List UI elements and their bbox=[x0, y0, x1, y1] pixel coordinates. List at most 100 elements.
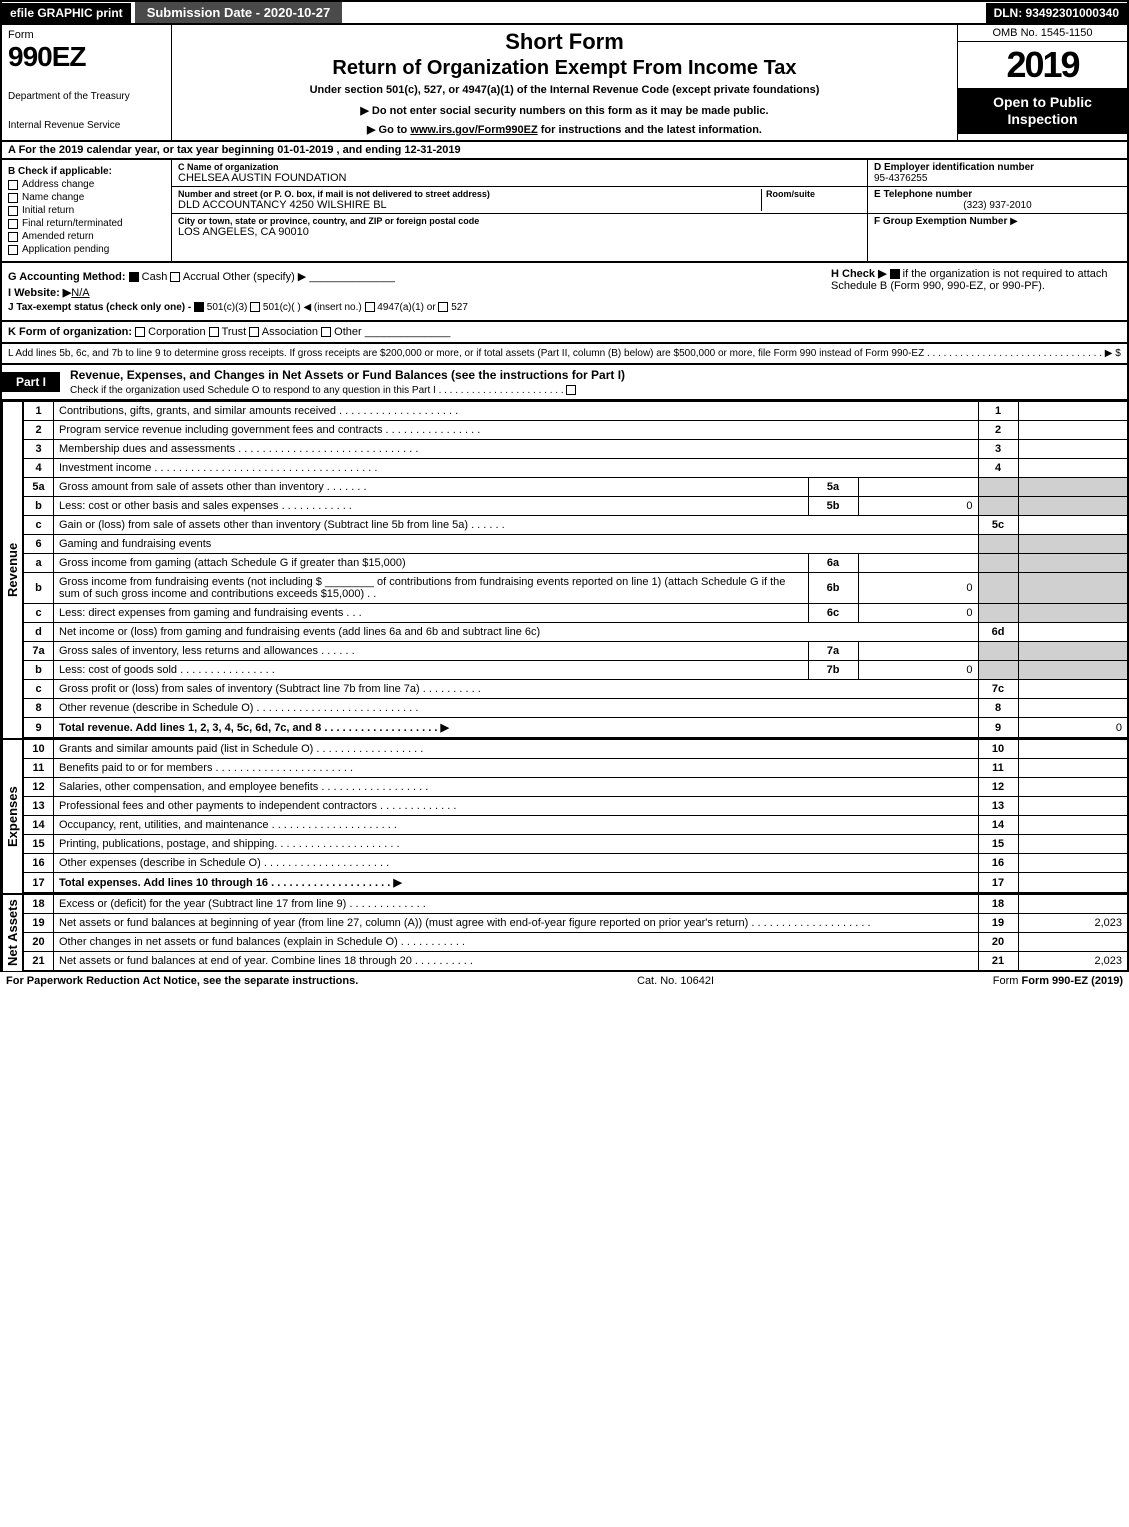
org-name: CHELSEA AUSTIN FOUNDATION bbox=[178, 172, 861, 184]
checkbox-icon[interactable] bbox=[8, 180, 18, 190]
checkbox-schedule-o[interactable] bbox=[566, 385, 576, 395]
line-amt: 2,023 bbox=[1018, 952, 1128, 972]
dln-label: DLN: 93492301000340 bbox=[986, 3, 1127, 23]
line-shade bbox=[978, 535, 1018, 554]
line-num: 12 bbox=[24, 778, 54, 797]
line-num: 8 bbox=[24, 699, 54, 718]
city-val: LOS ANGELES, CA 90010 bbox=[178, 226, 861, 238]
line-num: 1 bbox=[24, 402, 54, 421]
netassets-side-label: Net Assets bbox=[2, 894, 23, 972]
checkbox-501c3[interactable] bbox=[194, 302, 204, 312]
checkbox-trust[interactable] bbox=[209, 327, 219, 337]
checkbox-icon[interactable] bbox=[8, 206, 18, 216]
check-initial[interactable]: Initial return bbox=[8, 205, 165, 216]
checkbox-other[interactable] bbox=[321, 327, 331, 337]
b-label-text: B Check if applicable: bbox=[8, 166, 112, 177]
checkbox-h[interactable] bbox=[890, 269, 900, 279]
line-subcol: 6a bbox=[808, 554, 858, 573]
line-box: 10 bbox=[978, 740, 1018, 759]
line-subamt: 0 bbox=[858, 661, 978, 680]
line-shade bbox=[1018, 661, 1128, 680]
efile-label: efile GRAPHIC print bbox=[2, 3, 131, 23]
h-block: H Check ▶ if the organization is not req… bbox=[821, 267, 1121, 316]
line-amt bbox=[1018, 623, 1128, 642]
form-word: Form bbox=[8, 29, 165, 41]
line-desc: Total revenue. Add lines 1, 2, 3, 4, 5c,… bbox=[54, 718, 979, 739]
line-num: 19 bbox=[24, 914, 54, 933]
line-desc: Salaries, other compensation, and employ… bbox=[54, 778, 979, 797]
checkbox-icon[interactable] bbox=[8, 232, 18, 242]
line-14: 14Occupancy, rent, utilities, and mainte… bbox=[24, 816, 1129, 835]
line-box: 16 bbox=[978, 854, 1018, 873]
line-num: 2 bbox=[24, 421, 54, 440]
line-5c: cGain or (loss) from sale of assets othe… bbox=[24, 516, 1129, 535]
footer-left: For Paperwork Reduction Act Notice, see … bbox=[6, 975, 358, 987]
line-17: 17Total expenses. Add lines 10 through 1… bbox=[24, 873, 1129, 894]
line-amt bbox=[1018, 459, 1128, 478]
ssn-notice: ▶ Do not enter social security numbers o… bbox=[180, 104, 949, 117]
header-center: Short Form Return of Organization Exempt… bbox=[172, 25, 957, 140]
submission-date: Submission Date - 2020-10-27 bbox=[135, 2, 343, 23]
line-desc: Gross profit or (loss) from sales of inv… bbox=[54, 680, 979, 699]
line-shade bbox=[1018, 642, 1128, 661]
e-label: E Telephone number bbox=[874, 189, 972, 200]
line-desc: Net assets or fund balances at end of ye… bbox=[54, 952, 979, 972]
ein-val: 95-4376255 bbox=[874, 173, 927, 184]
line-2: 2Program service revenue including gover… bbox=[24, 421, 1129, 440]
i-label: I Website: ▶ bbox=[8, 287, 71, 299]
line-desc: Gross income from fundraising events (no… bbox=[54, 573, 809, 604]
check-final[interactable]: Final return/terminated bbox=[8, 218, 165, 229]
check-pending[interactable]: Application pending bbox=[8, 244, 165, 255]
line-desc: Net assets or fund balances at beginning… bbox=[54, 914, 979, 933]
checkbox-501c[interactable] bbox=[250, 302, 260, 312]
k-other: Other bbox=[334, 326, 362, 338]
checkbox-527[interactable] bbox=[438, 302, 448, 312]
line-6d: dNet income or (loss) from gaming and fu… bbox=[24, 623, 1129, 642]
line-subamt: 0 bbox=[858, 573, 978, 604]
line-8: 8Other revenue (describe in Schedule O) … bbox=[24, 699, 1129, 718]
line-num: a bbox=[24, 554, 54, 573]
line-amt bbox=[1018, 778, 1128, 797]
b-center: C Name of organization CHELSEA AUSTIN FO… bbox=[172, 160, 867, 261]
line-desc: Other revenue (describe in Schedule O) .… bbox=[54, 699, 979, 718]
goto-url[interactable]: www.irs.gov/Form990EZ bbox=[410, 124, 537, 136]
checkbox-icon[interactable] bbox=[8, 245, 18, 255]
j-line: J Tax-exempt status (check only one) - 5… bbox=[8, 302, 821, 313]
check-name[interactable]: Name change bbox=[8, 192, 165, 203]
line-amt bbox=[1018, 440, 1128, 459]
tax-year: 2019 bbox=[958, 42, 1127, 88]
line-num: 7a bbox=[24, 642, 54, 661]
checkbox-assoc[interactable] bbox=[249, 327, 259, 337]
footer-right: Form Form 990-EZ (2019) bbox=[993, 975, 1123, 987]
line-num: 21 bbox=[24, 952, 54, 972]
line-subcol: 6b bbox=[808, 573, 858, 604]
check-address[interactable]: Address change bbox=[8, 179, 165, 190]
line-6b: bGross income from fundraising events (n… bbox=[24, 573, 1129, 604]
checkbox-4947[interactable] bbox=[365, 302, 375, 312]
line-num: d bbox=[24, 623, 54, 642]
line-amt bbox=[1018, 516, 1128, 535]
g-label: G Accounting Method: bbox=[8, 271, 126, 283]
line-desc: Other expenses (describe in Schedule O) … bbox=[54, 854, 979, 873]
check-final-label: Final return/terminated bbox=[22, 218, 123, 229]
checkbox-icon[interactable] bbox=[8, 219, 18, 229]
line-desc: Membership dues and assessments . . . . … bbox=[54, 440, 979, 459]
checkbox-cash[interactable] bbox=[129, 272, 139, 282]
line-12: 12Salaries, other compensation, and empl… bbox=[24, 778, 1129, 797]
k-label: K Form of organization: bbox=[8, 326, 132, 338]
line-7c: cGross profit or (loss) from sales of in… bbox=[24, 680, 1129, 699]
checkbox-accrual[interactable] bbox=[170, 272, 180, 282]
dept-treasury: Department of the Treasury bbox=[8, 91, 165, 102]
line-subcol: 5b bbox=[808, 497, 858, 516]
check-amended-label: Amended return bbox=[22, 231, 94, 242]
line-5a: 5aGross amount from sale of assets other… bbox=[24, 478, 1129, 497]
line-shade bbox=[978, 642, 1018, 661]
line-num: c bbox=[24, 680, 54, 699]
line-6b-pre: Gross income from fundraising events (no… bbox=[59, 576, 322, 588]
checkbox-icon[interactable] bbox=[8, 193, 18, 203]
checkbox-corp[interactable] bbox=[135, 327, 145, 337]
line-num: 4 bbox=[24, 459, 54, 478]
line-18: 18Excess or (deficit) for the year (Subt… bbox=[24, 895, 1129, 914]
g-cash: Cash bbox=[142, 271, 168, 283]
check-amended[interactable]: Amended return bbox=[8, 231, 165, 242]
